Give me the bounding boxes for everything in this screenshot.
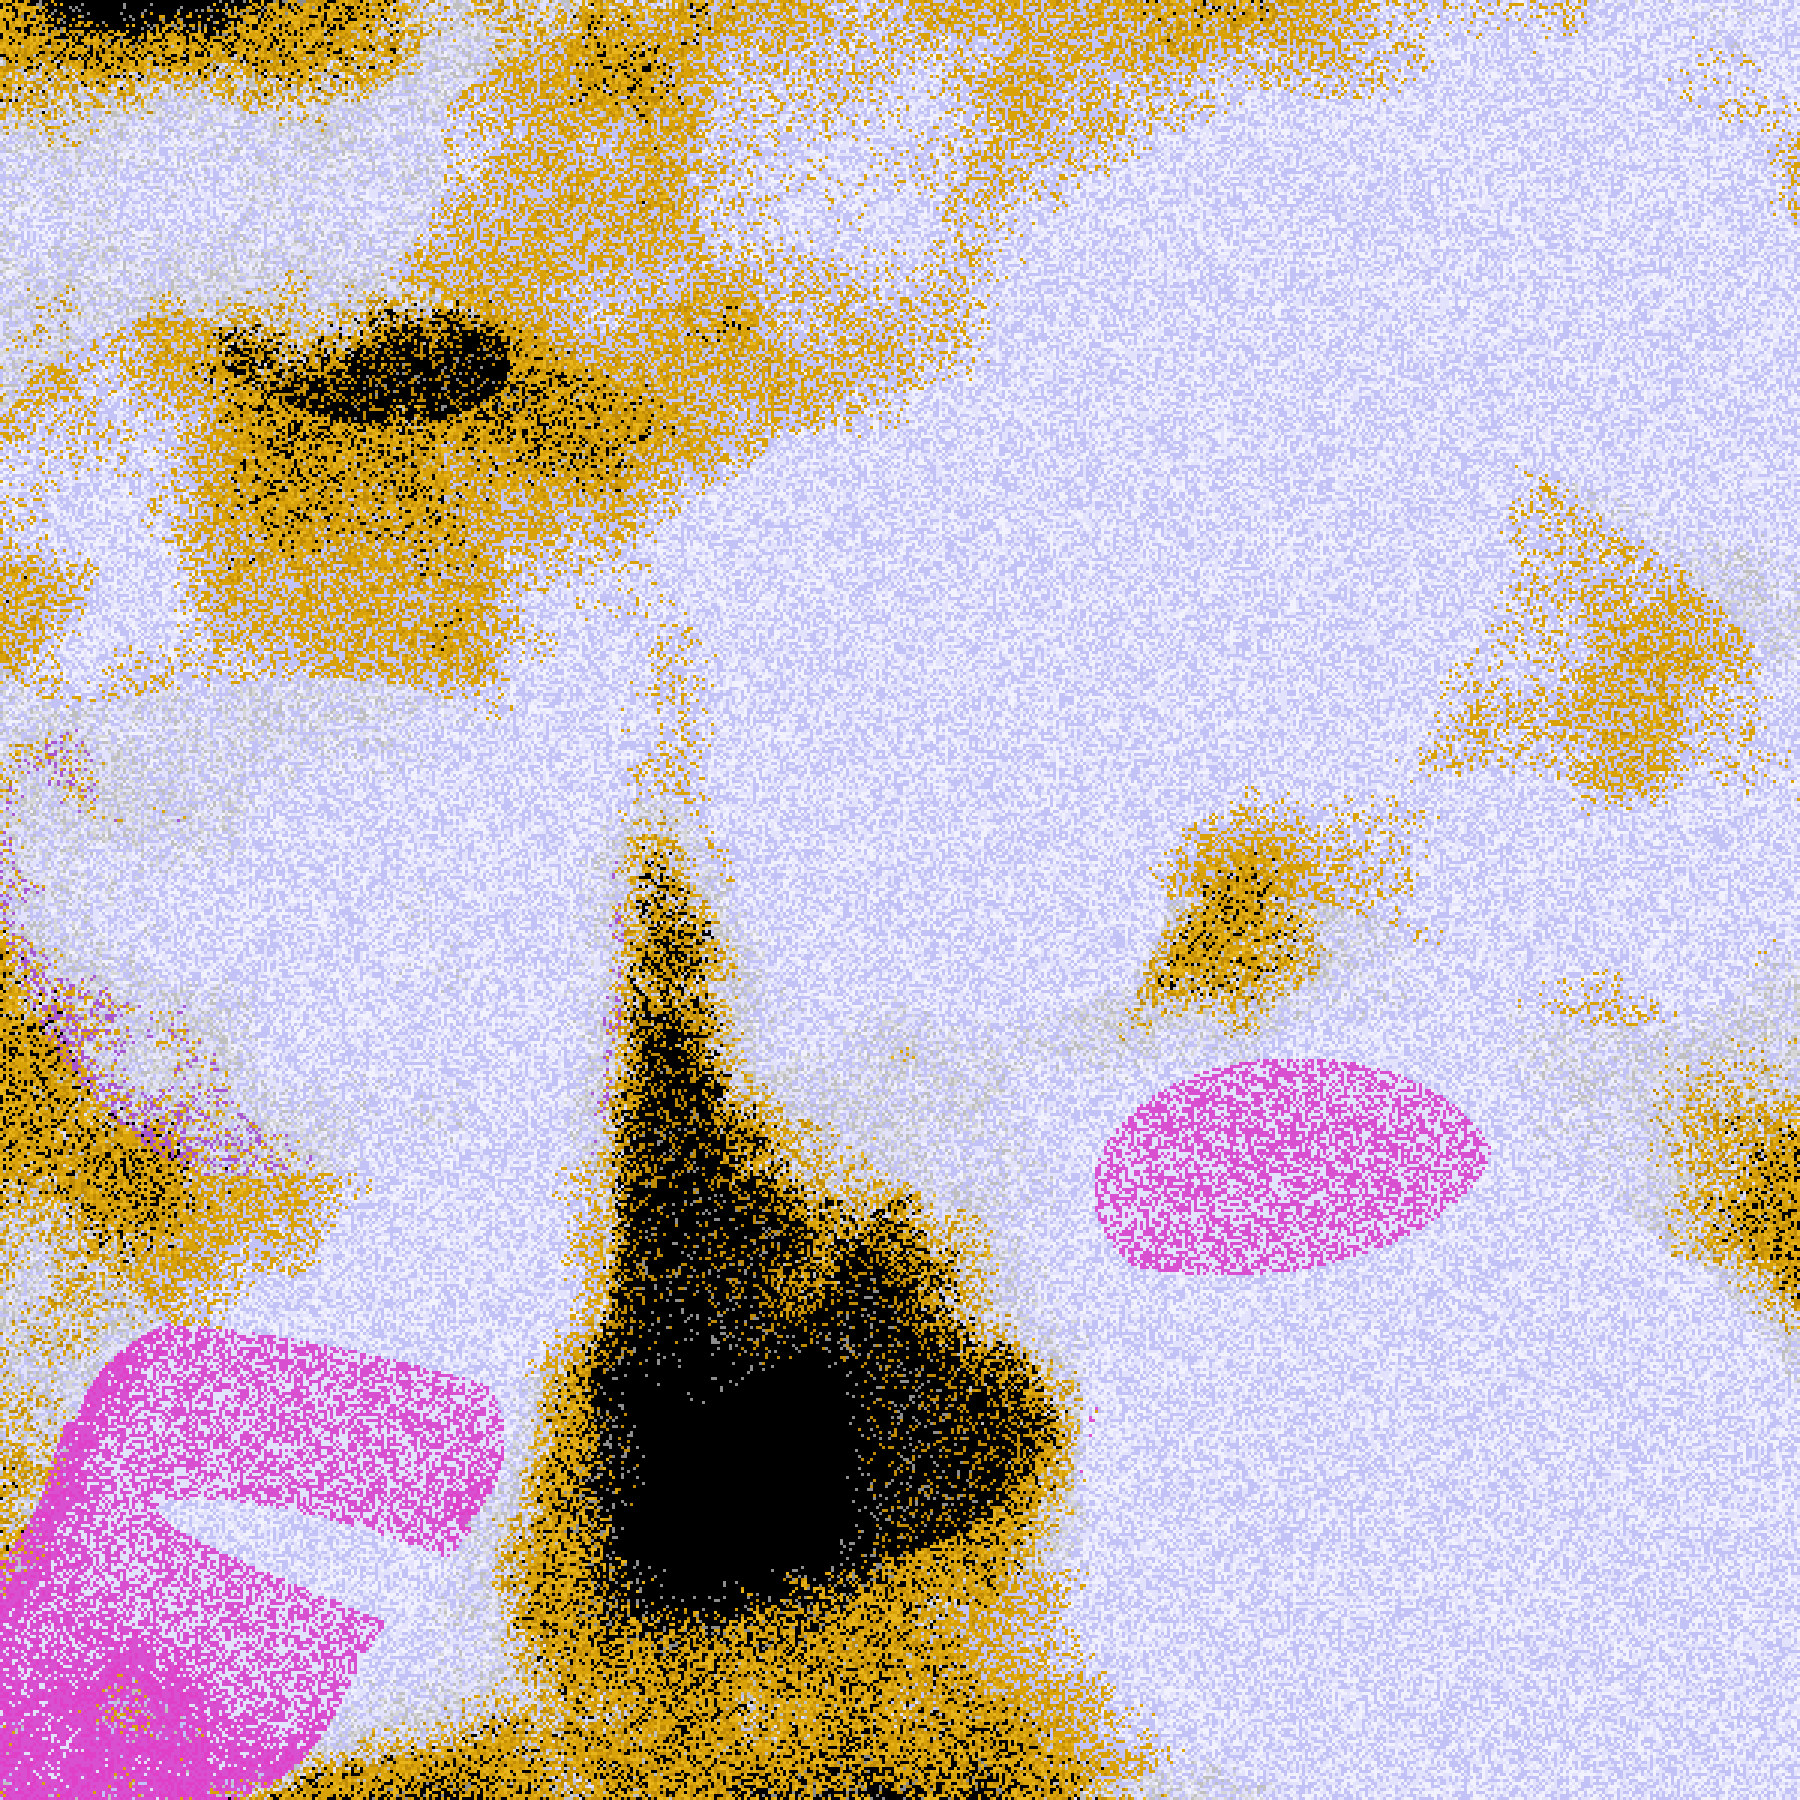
false-color-satellite-raster xyxy=(0,0,1800,1800)
satellite-image-viewport: False-Color Satellite Composite xyxy=(0,0,1800,1800)
